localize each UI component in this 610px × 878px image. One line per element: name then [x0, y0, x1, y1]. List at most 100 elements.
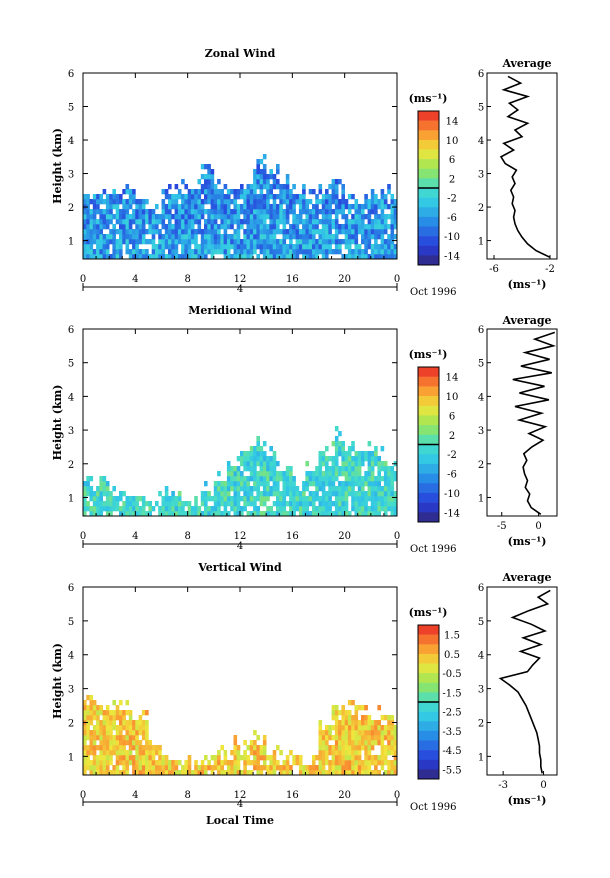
- heatmap-cell: [312, 244, 316, 250]
- heatmap-cell: [256, 229, 260, 235]
- heatmap-cell: [99, 710, 103, 716]
- heatmap-cell: [171, 496, 175, 502]
- heatmap-cell: [109, 496, 113, 502]
- heatmap-cell: [390, 511, 395, 517]
- heatmap-cell: [236, 471, 241, 477]
- heatmap-cell: [262, 740, 267, 746]
- heatmap-cell: [374, 765, 378, 771]
- heatmap-cell: [315, 204, 319, 210]
- heatmap-cell: [289, 224, 293, 230]
- heatmap-cell: [334, 710, 339, 716]
- heatmap-cell: [298, 229, 303, 235]
- heatmap-cell: [184, 244, 188, 250]
- heatmap-cell: [210, 204, 215, 210]
- heatmap-cell: [125, 710, 130, 716]
- heatmap-cell: [370, 189, 375, 195]
- heatmap-cell: [233, 760, 238, 766]
- colorbar-swatch: [418, 721, 439, 732]
- heatmap-cell: [292, 199, 296, 205]
- heatmap-cell: [158, 244, 162, 250]
- heatmap-cell: [328, 506, 332, 512]
- heatmap-cell: [138, 219, 143, 225]
- heatmap-cell: [262, 466, 267, 472]
- heatmap-cell: [266, 476, 270, 482]
- heatmap-cell: [210, 179, 215, 185]
- heatmap-cell: [213, 229, 218, 235]
- heatmap-cell: [325, 730, 329, 736]
- heatmap-cell: [328, 730, 332, 736]
- heatmap-cell: [390, 209, 395, 215]
- heatmap-cell: [344, 710, 349, 716]
- heatmap-cell: [256, 441, 260, 447]
- heatmap-cell: [285, 486, 290, 492]
- heatmap-cell: [200, 214, 205, 220]
- heatmap-cell: [184, 760, 188, 766]
- heatmap-cell: [341, 501, 345, 507]
- heatmap-cell: [387, 740, 391, 746]
- heatmap-cell: [390, 486, 395, 492]
- heatmap-cell: [387, 760, 391, 766]
- heatmap-cell: [89, 486, 94, 492]
- heatmap-cell: [351, 755, 355, 761]
- heatmap-cell: [269, 461, 273, 467]
- heatmap-cell: [282, 239, 287, 245]
- heatmap-cell: [190, 199, 195, 205]
- heatmap-cell: [292, 506, 296, 512]
- heatmap-cell: [390, 229, 395, 235]
- heatmap-cell: [357, 249, 362, 255]
- heatmap-cell: [341, 209, 345, 215]
- heatmap-cell: [119, 229, 123, 235]
- heatmap-cell: [96, 194, 100, 200]
- heatmap-cell: [102, 214, 107, 220]
- heatmap-cell: [187, 209, 192, 215]
- heatmap-cell: [344, 745, 349, 751]
- heatmap-cell: [210, 506, 215, 512]
- heatmap-cell: [200, 249, 205, 255]
- heatmap-cell: [328, 496, 332, 502]
- heatmap-cell: [246, 244, 251, 250]
- heatmap-cell: [122, 224, 126, 230]
- heatmap-cell: [351, 486, 355, 492]
- heatmap-cell: [298, 511, 303, 517]
- heatmap-cell: [321, 740, 326, 746]
- heatmap-cell: [236, 770, 241, 776]
- heatmap-cell: [119, 224, 123, 230]
- heatmap-cell: [190, 219, 195, 225]
- heatmap-cell: [298, 760, 303, 766]
- colorbar-tick-label: -2: [447, 194, 457, 205]
- heatmap-cell: [99, 765, 103, 771]
- heatmap-cell: [262, 254, 267, 260]
- heatmap-cell: [197, 204, 202, 210]
- heatmap-cell: [276, 214, 280, 220]
- heatmap-cell: [344, 254, 349, 260]
- heatmap-cell: [145, 750, 149, 756]
- heatmap-cell: [240, 244, 244, 250]
- heatmap-cell: [380, 254, 385, 260]
- heatmap-cell: [302, 506, 306, 512]
- heatmap-cell: [383, 725, 388, 731]
- heatmap-cell: [331, 491, 336, 497]
- colorbar-swatch: [418, 512, 439, 523]
- heatmap-cell: [102, 234, 107, 240]
- heatmap-cell: [354, 249, 359, 255]
- heatmap-cell: [302, 189, 306, 195]
- heatmap-cell: [266, 770, 270, 776]
- heatmap-cell: [298, 234, 303, 240]
- heatmap-cell: [305, 481, 309, 487]
- heatmap-cell: [246, 184, 251, 190]
- heatmap-cell: [243, 209, 247, 215]
- heatmap-cell: [194, 234, 198, 240]
- heatmap-cell: [315, 471, 319, 477]
- heatmap-cell: [187, 501, 192, 507]
- heatmap-cell: [141, 501, 146, 507]
- heatmap-cell: [321, 244, 326, 250]
- heatmap-cell: [233, 229, 238, 235]
- heatmap-cell: [328, 249, 332, 255]
- heatmap-cell: [341, 471, 345, 477]
- heatmap-cell: [390, 765, 395, 771]
- heatmap-cell: [115, 506, 120, 512]
- heatmap-cell: [99, 209, 103, 215]
- heatmap-cell: [256, 456, 260, 462]
- colorbar-swatch: [418, 454, 439, 465]
- x-tick-label: 0: [394, 790, 400, 801]
